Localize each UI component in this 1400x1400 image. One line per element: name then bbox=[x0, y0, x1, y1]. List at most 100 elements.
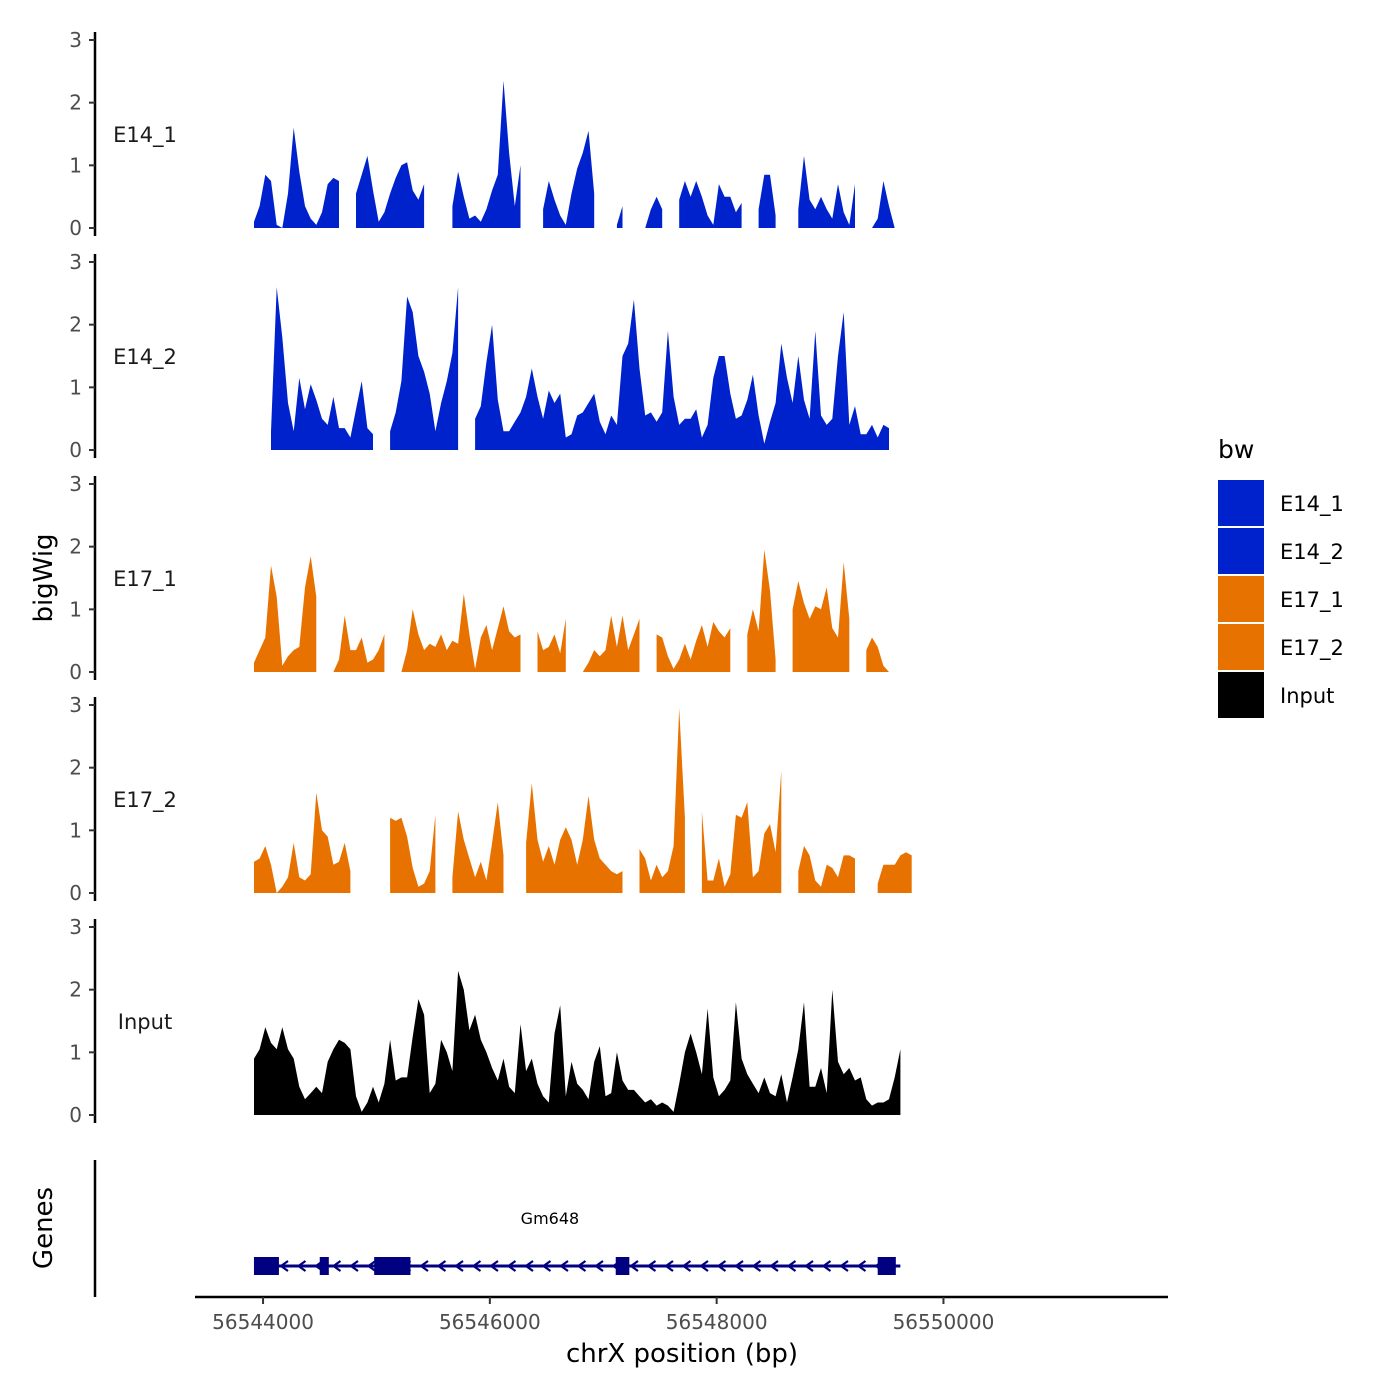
y-tick-label: 3 bbox=[69, 693, 82, 717]
coverage-area bbox=[792, 562, 850, 672]
coverage-area bbox=[877, 852, 912, 893]
strand-arrow bbox=[296, 1260, 307, 1272]
coverage-tracks: 0 1 2 3 E14_1 0 1 2 3 E14_2 0 1 2 3 E17_1 0 1 2 3 E17_2 0 1 2 3… bbox=[69, 28, 912, 1127]
y-tick-label: 1 bbox=[69, 818, 82, 842]
strand-arrow bbox=[349, 1260, 359, 1272]
y-tick-label: 3 bbox=[69, 250, 82, 274]
gene-name-label: Gm648 bbox=[521, 1209, 580, 1228]
strand-arrow bbox=[751, 1260, 762, 1272]
legend-swatch bbox=[1218, 672, 1264, 718]
gene-exon bbox=[253, 1257, 279, 1275]
coverage-area bbox=[254, 792, 351, 893]
strand-arrow bbox=[839, 1260, 849, 1272]
coverage-area bbox=[543, 130, 595, 228]
strand-arrow bbox=[559, 1260, 569, 1272]
track-label: E17_2 bbox=[113, 788, 177, 813]
track-label: E14_2 bbox=[113, 345, 177, 370]
coverage-area bbox=[356, 155, 425, 228]
legend-label: E14_1 bbox=[1280, 492, 1344, 517]
y-tick-label: 0 bbox=[69, 660, 82, 684]
coverage-area bbox=[798, 155, 855, 228]
y-tick-label: 0 bbox=[69, 1103, 82, 1127]
track-label: E14_1 bbox=[113, 123, 177, 148]
coverage-area bbox=[390, 814, 436, 893]
coverage-area bbox=[679, 181, 742, 228]
coverage-area bbox=[254, 127, 339, 228]
strand-arrow bbox=[856, 1260, 867, 1272]
legend-swatch bbox=[1218, 480, 1264, 526]
strand-arrow bbox=[419, 1260, 429, 1272]
strand-arrow bbox=[541, 1260, 552, 1272]
strand-arrow bbox=[279, 1260, 289, 1272]
strand-arrow bbox=[664, 1260, 674, 1272]
legend-label: E17_1 bbox=[1280, 588, 1344, 613]
strand-arrow bbox=[524, 1260, 534, 1272]
coverage-area bbox=[526, 783, 623, 893]
strand-arrow bbox=[681, 1260, 692, 1272]
coverage-area bbox=[475, 299, 889, 450]
x-tick-label: 56548000 bbox=[666, 1310, 768, 1334]
y-tick-label: 1 bbox=[69, 153, 82, 177]
track-label: Input bbox=[118, 1010, 172, 1034]
genes-axis-title: Genes bbox=[29, 1187, 59, 1269]
legend: bw E14_1 E14_2 E17_1 E17_2 Input bbox=[1218, 435, 1344, 718]
coverage-area bbox=[390, 287, 459, 450]
y-tick-label: 2 bbox=[69, 313, 82, 337]
coverage-area bbox=[254, 556, 317, 672]
y-tick-label: 3 bbox=[69, 472, 82, 496]
y-tick-label: 1 bbox=[69, 375, 82, 399]
coverage-area bbox=[452, 80, 521, 228]
legend-title: bw bbox=[1218, 435, 1254, 464]
coverage-area bbox=[582, 615, 640, 672]
coverage-area bbox=[866, 637, 889, 672]
track-e17-2: 0 1 2 3 E17_2 bbox=[69, 693, 912, 905]
y-tick-label: 2 bbox=[69, 91, 82, 115]
y-axis-title: bigWig bbox=[29, 533, 59, 622]
coverage-area bbox=[639, 708, 685, 893]
x-tick-label: 56546000 bbox=[439, 1310, 541, 1334]
track-e14-2: 0 1 2 3 E14_2 bbox=[69, 250, 889, 462]
y-tick-label: 0 bbox=[69, 438, 82, 462]
gene-panel: Gm648 bbox=[93, 1160, 901, 1297]
track-input: 0 1 2 3 Input bbox=[69, 915, 901, 1127]
strand-arrow bbox=[471, 1260, 482, 1272]
coverage-area bbox=[401, 593, 521, 672]
coverage-area bbox=[271, 287, 373, 450]
y-tick-label: 3 bbox=[69, 915, 82, 939]
gene-exon bbox=[319, 1257, 329, 1275]
x-tick-label: 56550000 bbox=[893, 1310, 995, 1334]
x-axis: 56544000 56546000 56548000 56550000 bbox=[195, 1295, 1168, 1334]
y-tick-label: 3 bbox=[69, 28, 82, 52]
track-e14-1: 0 1 2 3 E14_1 bbox=[69, 28, 895, 240]
strand-arrow bbox=[576, 1260, 587, 1272]
gene-exon bbox=[615, 1257, 630, 1275]
strand-arrow bbox=[769, 1260, 779, 1272]
coverage-area bbox=[872, 181, 895, 228]
legend-label: E14_2 bbox=[1280, 540, 1344, 565]
gene-exon bbox=[374, 1257, 411, 1275]
strand-arrow bbox=[716, 1260, 727, 1272]
strand-arrow bbox=[804, 1260, 814, 1272]
legend-label: E17_2 bbox=[1280, 636, 1344, 661]
y-tick-label: 1 bbox=[69, 1040, 82, 1064]
track-label: E17_1 bbox=[113, 567, 177, 592]
strand-arrow bbox=[366, 1260, 377, 1272]
strand-arrow bbox=[646, 1260, 657, 1272]
coverage-area bbox=[747, 549, 776, 672]
strand-arrow bbox=[454, 1260, 464, 1272]
y-tick-label: 2 bbox=[69, 978, 82, 1002]
strand-arrow bbox=[436, 1260, 447, 1272]
coverage-area bbox=[333, 615, 385, 672]
y-tick-label: 1 bbox=[69, 597, 82, 621]
coverage-area bbox=[798, 846, 855, 893]
coverage-area bbox=[656, 621, 731, 672]
strand-arrow bbox=[821, 1260, 832, 1272]
strand-arrow bbox=[699, 1260, 709, 1272]
coverage-area bbox=[537, 618, 566, 672]
strand-arrow bbox=[489, 1260, 499, 1272]
y-tick-label: 0 bbox=[69, 216, 82, 240]
strand-arrow bbox=[506, 1260, 517, 1272]
x-axis-title: chrX position (bp) bbox=[566, 1339, 798, 1369]
legend-swatch bbox=[1218, 624, 1264, 670]
